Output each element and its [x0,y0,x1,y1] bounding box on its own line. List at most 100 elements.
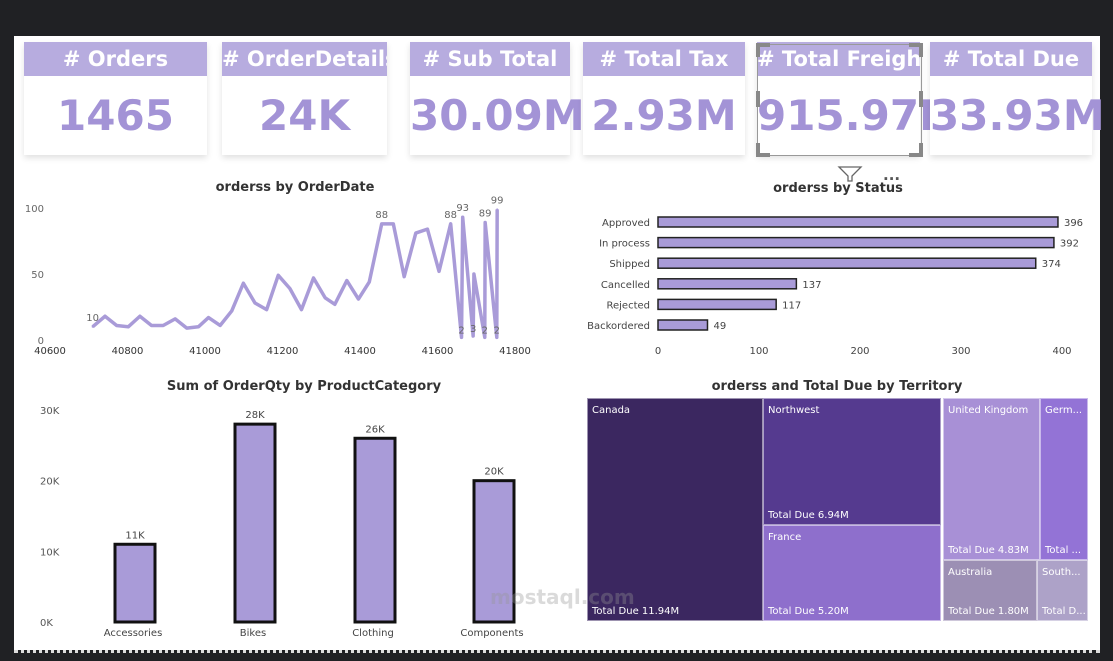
bar [657,278,798,290]
kpi-card[interactable]: # Orders 1465 [24,42,207,155]
treemap-tile[interactable]: France Total Due 5.20M [763,525,941,621]
data-point [300,308,303,311]
filter-icon[interactable] [837,164,865,184]
data-point [277,274,280,277]
data-point [150,324,153,327]
data-label: 88 [444,210,457,221]
data-point [230,309,233,312]
y-tick-label: 10K [40,547,60,558]
data-point [288,287,291,290]
treemap-tile[interactable]: South... Total D... [1037,560,1088,621]
data-point [345,279,348,282]
bar [657,236,1055,249]
category-label: Clothing [352,628,394,639]
data-point [324,296,327,299]
category-label: Accessories [104,628,163,639]
tile-name: United Kingdom [948,405,1029,416]
bar [233,422,277,624]
y-tick-label: 20K [40,477,60,488]
treemap-tile[interactable]: Canada Total Due 11.94M [587,398,763,621]
treemap-tile[interactable]: Germ... Total ... [1040,398,1088,560]
bar [657,298,777,311]
watermark: mostaql.com [490,585,635,609]
data-label: 3 [470,324,476,335]
data-point [185,327,188,330]
status-bar-chart: Approved 396 In process 392 Shipped 374 Cancel… [587,216,1083,357]
x-tick-label: 300 [951,346,970,357]
kpi-value: 24K [259,91,350,140]
tile-value: Total Due 6.94M [768,510,849,521]
data-point [115,324,118,327]
treemap-tile[interactable]: Australia Total Due 1.80M [943,560,1037,621]
category-label: Approved [602,218,650,229]
data-point [496,208,499,211]
data-label: 26K [365,424,385,435]
x-tick-label: 40600 [34,346,66,357]
x-tick-label: 41000 [189,346,221,357]
x-tick-label: 100 [749,346,768,357]
data-point [368,280,371,283]
data-label: 117 [782,300,801,311]
kpi-label: # OrderDetails [222,42,387,76]
x-tick-label: 0 [655,346,661,357]
line-chart: 0 50 100 40600 40800 41000 41200 41400 41600 4180… [25,195,531,357]
bar [657,257,1037,269]
x-tick-label: 41400 [344,346,376,357]
kpi-value: 2.93M [591,91,737,140]
kpi-card[interactable]: # Total Due 33.93M [930,42,1105,155]
data-point [127,325,130,328]
x-tick-label: 400 [1052,346,1071,357]
data-point [392,222,395,225]
data-point [414,232,417,235]
data-point [312,276,315,279]
status-chart-title: orderss by Status [773,181,903,196]
data-point [484,221,487,224]
data-point [207,316,210,319]
y-tick-label: 100 [25,204,44,215]
more-options-button[interactable]: ... [883,166,901,184]
data-point [242,282,245,285]
category-label: Shipped [609,259,650,270]
data-label: 93 [456,203,469,214]
data-point [333,303,336,306]
category-label: Rejected [606,300,650,311]
data-point [357,298,360,301]
data-point [438,270,441,273]
tile-name: Canada [592,405,631,416]
category-label: In process [599,239,650,250]
data-point [460,336,463,339]
category-label: Bikes [240,628,266,639]
kpi-card[interactable]: # Total Tax 2.93M [583,42,745,155]
kpi-label: # Sub Total [410,42,570,76]
category-chart-title: Sum of OrderQty by ProductCategory [166,379,442,394]
tile-value: Total Due 11.94M [592,606,680,617]
data-label: 11K [125,530,145,541]
data-point [483,336,486,339]
tile-name: France [768,532,802,543]
bar [353,436,397,624]
kpi-card[interactable]: # Total Freight 915.97K [757,42,952,155]
category-column-chart: 0K 10K 20K 30K 11K Accessories 28K Bikes 26K Clot… [40,406,524,639]
tile-name: Northwest [768,405,820,416]
tile-value: Total D... [1042,606,1086,617]
data-point [472,273,475,275]
tile-name: South... [1042,567,1081,578]
data-point [91,325,94,328]
data-point [265,308,268,311]
kpi-card[interactable]: # Sub Total 30.09M [410,42,585,155]
visual-selection-frame[interactable] [756,43,923,157]
data-label: 49 [713,321,726,332]
treemap-tile[interactable]: United Kingdom Total Due 4.83M [943,398,1040,560]
category-label: Components [460,628,523,639]
data-label: 137 [802,280,821,291]
data-label: 2 [494,325,500,336]
kpi-label: # Total Tax [583,42,745,76]
treemap-tile[interactable]: Northwest Total Due 6.94M [763,398,941,525]
tile-value: Total Due 1.80M [948,606,1029,617]
category-label: Cancelled [601,280,650,291]
category-label: Backordered [587,321,650,332]
data-label: 10 [86,313,99,324]
kpi-card[interactable]: # OrderDetails 24K [222,42,387,155]
y-tick-label: 50 [31,270,44,281]
data-point [403,275,406,278]
